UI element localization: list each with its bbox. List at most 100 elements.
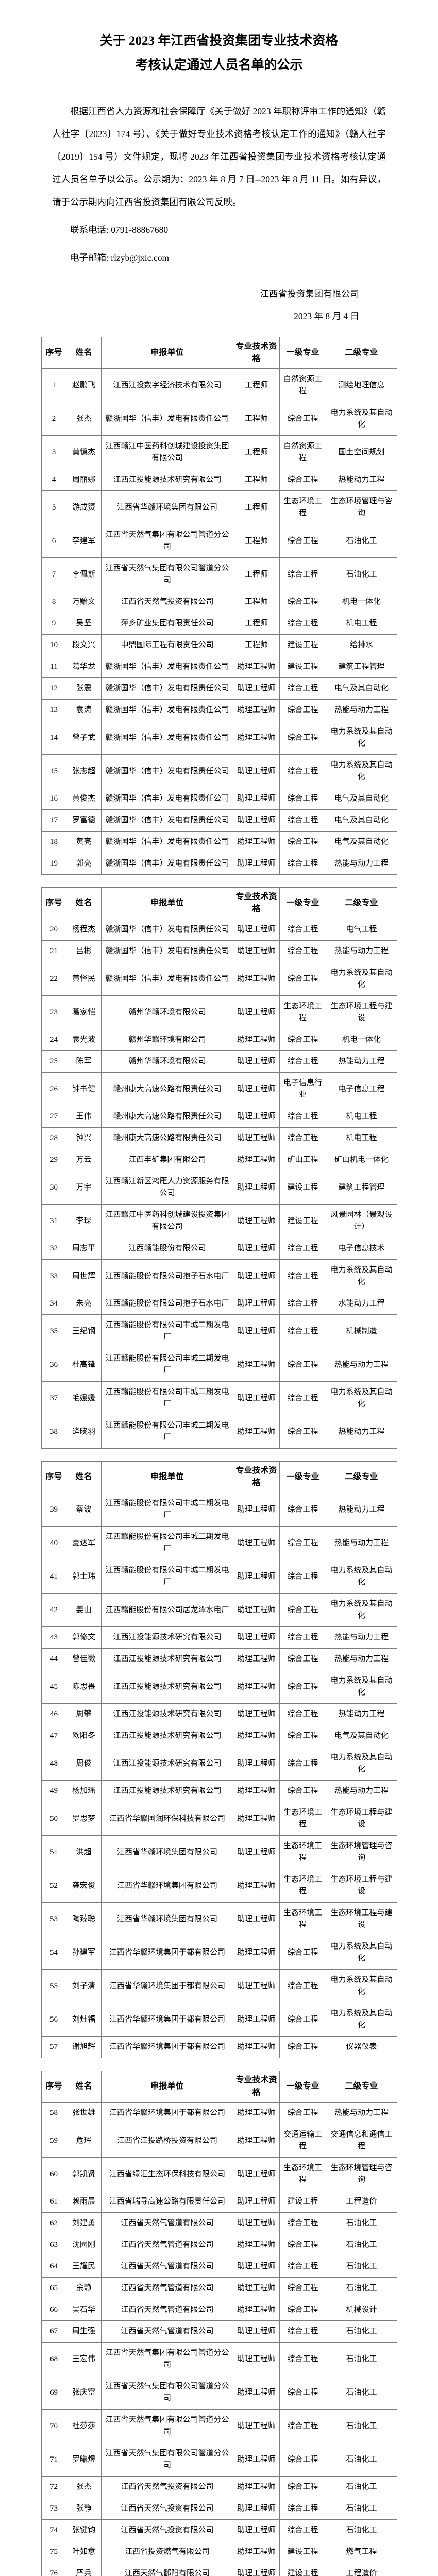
cell-qualification: 助理工程师 — [233, 1902, 280, 1936]
cell-company: 江西省投资燃气有限公司 — [101, 2541, 233, 2563]
table-row: 20 杨程杰 赣浙国华（信丰）发电有限责任公司 助理工程师 综合工程 电气工程 — [41, 919, 397, 941]
cell-qualification: 助理工程师 — [233, 962, 280, 996]
cell-qualification: 工程师 — [233, 402, 280, 436]
cell-name: 曾佳微 — [66, 1648, 102, 1670]
cell-primary-major: 综合工程 — [279, 2102, 326, 2124]
cell-company: 赣州康大高速公路有限责任公司 — [101, 1072, 233, 1106]
table-row: 31 李琛 江西赣江中医药科创城建设投资集团有限公司 助理工程师 建设工程 风景园林（景观… — [41, 1204, 397, 1238]
cell-secondary-major: 热能动力工程 — [326, 1415, 397, 1449]
cell-company: 江西赣能股份有限公司抱子石水电厂 — [101, 1259, 233, 1293]
cell-serial: 57 — [41, 2036, 66, 2058]
cell-secondary-major: 工程造价 — [326, 2563, 397, 2576]
roster-table: 序号 姓名 申报单位 专业技术资格 一级专业 二级专业 20 杨程杰 赣浙国华（信丰）发电有限责… — [41, 887, 397, 1449]
cell-secondary-major: 电力系统及其自动化 — [326, 1560, 397, 1594]
cell-name: 李琛 — [66, 1204, 102, 1238]
document-body: 根据江西省人力资源和社会保障厅《关于做好 2023 年职称评审工作的通知》（赣人… — [52, 100, 386, 269]
cell-company: 赣州康大高速公路有限责任公司 — [101, 1127, 233, 1149]
cell-primary-major: 矿山工程 — [279, 1149, 326, 1171]
cell-primary-major: 综合工程 — [279, 754, 326, 788]
cell-company: 江西省华赣环境集团有限公司 — [101, 1902, 233, 1936]
cell-secondary-major: 机电工程 — [326, 1127, 397, 1149]
cell-primary-major: 综合工程 — [279, 2212, 326, 2234]
cell-qualification: 助理工程师 — [233, 1593, 280, 1627]
cell-qualification: 工程师 — [233, 613, 280, 635]
cell-serial: 22 — [41, 962, 66, 996]
cell-qualification: 助理工程师 — [233, 995, 280, 1029]
cell-secondary-major: 电气及其自动化 — [326, 1725, 397, 1747]
cell-name: 张世雄 — [66, 2102, 102, 2124]
table-row: 12 张震 赣浙国华（信丰）发电有限责任公司 助理工程师 综合工程 电气及其自动化 — [41, 677, 397, 700]
cell-name: 周攀 — [66, 1703, 102, 1725]
cell-name: 周生强 — [66, 2320, 102, 2343]
table-row: 4 周丽娜 江西江投能源技术研究有限公司 工程师 综合工程 热能动力工程 — [41, 469, 397, 491]
cell-name: 张庆富 — [66, 2376, 102, 2410]
cell-qualification: 助理工程师 — [233, 1747, 280, 1781]
table-row: 7 李佩斯 江西省天然气集团有限公司管道分公司 工程师 综合工程 石油化工 — [41, 557, 397, 591]
cell-primary-major: 综合工程 — [279, 2256, 326, 2278]
cell-qualification: 助理工程师 — [233, 919, 280, 941]
cell-primary-major: 综合工程 — [279, 2234, 326, 2256]
cell-name: 万云 — [66, 1149, 102, 1171]
header-cell-company: 申报单位 — [101, 1461, 233, 1493]
cell-qualification: 助理工程师 — [233, 2342, 280, 2376]
cell-serial: 58 — [41, 2102, 66, 2124]
cell-serial: 48 — [41, 1747, 66, 1781]
cell-company: 江西赣能股份有限公司丰城二期发电厂 — [101, 1560, 233, 1594]
cell-company: 赣浙国华（信丰）发电有限责任公司 — [101, 754, 233, 788]
cell-serial: 5 — [41, 490, 66, 524]
cell-secondary-major: 热能动力工程 — [326, 1050, 397, 1073]
cell-company: 江西省天然气集团有限公司管道分公司 — [101, 2376, 233, 2410]
cell-name: 余静 — [66, 2277, 102, 2299]
cell-company: 江西江投能源技术研究有限公司 — [101, 1670, 233, 1704]
cell-name: 张震 — [66, 677, 102, 700]
cell-serial: 53 — [41, 1902, 66, 1936]
cell-primary-major: 综合工程 — [279, 1493, 326, 1527]
cell-primary-major: 生态环境工程 — [279, 1869, 326, 1903]
cell-serial: 74 — [41, 2519, 66, 2541]
cell-primary-major: 综合工程 — [279, 788, 326, 810]
cell-company: 江西赣能股份有限公司丰城二期发电厂 — [101, 1381, 233, 1415]
table-row: 9 吴坚 萍乡矿业集团有限责任公司 工程师 综合工程 机电工程 — [41, 613, 397, 635]
cell-primary-major: 综合工程 — [279, 1293, 326, 1315]
cell-qualification: 助理工程师 — [233, 1029, 280, 1051]
cell-serial: 64 — [41, 2256, 66, 2278]
cell-name: 罗曦煜 — [66, 2443, 102, 2477]
cell-secondary-major: 热能与动力工程 — [326, 1626, 397, 1649]
cell-company: 江西赣能股份有限公司丰城二期发电厂 — [101, 1415, 233, 1449]
cell-name: 钟兴 — [66, 1127, 102, 1149]
cell-secondary-major: 石油化工 — [326, 2498, 397, 2520]
cell-company: 萍乡矿业集团有限责任公司 — [101, 613, 233, 635]
cell-secondary-major: 建筑工程管理 — [326, 656, 397, 678]
table-row: 30 万宇 江西赣江新区鸿雁人力资源服务有限公司 助理工程师 建设工程 建筑工程管理 — [41, 1171, 397, 1205]
table-row: 56 刘灶福 江西省华赣环境集团于都有限公司 助理工程师 综合工程 电力系统及其自动化 — [41, 2003, 397, 2037]
cell-primary-major: 综合工程 — [279, 962, 326, 996]
cell-qualification: 助理工程师 — [233, 2519, 280, 2541]
cell-qualification: 工程师 — [233, 368, 280, 402]
cell-name: 黄亮 — [66, 831, 102, 853]
cell-secondary-major: 热能与动力工程 — [326, 2102, 397, 2124]
cell-qualification: 助理工程师 — [233, 940, 280, 962]
cell-name: 杨加瑶 — [66, 1780, 102, 1802]
cell-company: 江西省天然气投资有限公司 — [101, 591, 233, 613]
cell-primary-major: 建设工程 — [279, 2541, 326, 2563]
table-row: 14 曾子武 赣浙国华（信丰）发电有限责任公司 助理工程师 综合工程 电力系统及其自动化 — [41, 721, 397, 755]
cell-qualification: 工程师 — [233, 435, 280, 469]
cell-company: 江西赣江中医药科创城建设投资集团有限公司 — [101, 1204, 233, 1238]
cell-secondary-major: 石油化工 — [326, 2443, 397, 2477]
cell-name: 王伟 — [66, 1106, 102, 1128]
cell-serial: 36 — [41, 1348, 66, 1382]
table-row: 69 张庆富 江西省天然气集团有限公司管道分公司 助理工程师 综合工程 石油化工 — [41, 2376, 397, 2410]
table-row: 39 蔡波 江西赣能股份有限公司丰城二期发电厂 助理工程师 综合工程 热能动力工程 — [41, 1493, 397, 1527]
cell-primary-major: 综合工程 — [279, 2409, 326, 2443]
table-row: 70 杜莎莎 江西省天然气集团有限公司管道分公司 助理工程师 综合工程 石油化工 — [41, 2409, 397, 2443]
cell-qualification: 助理工程师 — [233, 677, 280, 700]
cell-qualification: 助理工程师 — [233, 1314, 280, 1348]
cell-company: 江西江投数字经济技术有限公司 — [101, 368, 233, 402]
cell-serial: 61 — [41, 2191, 66, 2213]
cell-secondary-major: 石油化工 — [326, 557, 397, 591]
cell-name: 李佩斯 — [66, 557, 102, 591]
table-row: 37 毛媛媛 江西赣能股份有限公司丰城二期发电厂 助理工程师 综合工程 电力系统及其自动化 — [41, 1381, 397, 1415]
cell-serial: 31 — [41, 1204, 66, 1238]
cell-name: 周世辉 — [66, 1259, 102, 1293]
cell-primary-major: 综合工程 — [279, 699, 326, 721]
